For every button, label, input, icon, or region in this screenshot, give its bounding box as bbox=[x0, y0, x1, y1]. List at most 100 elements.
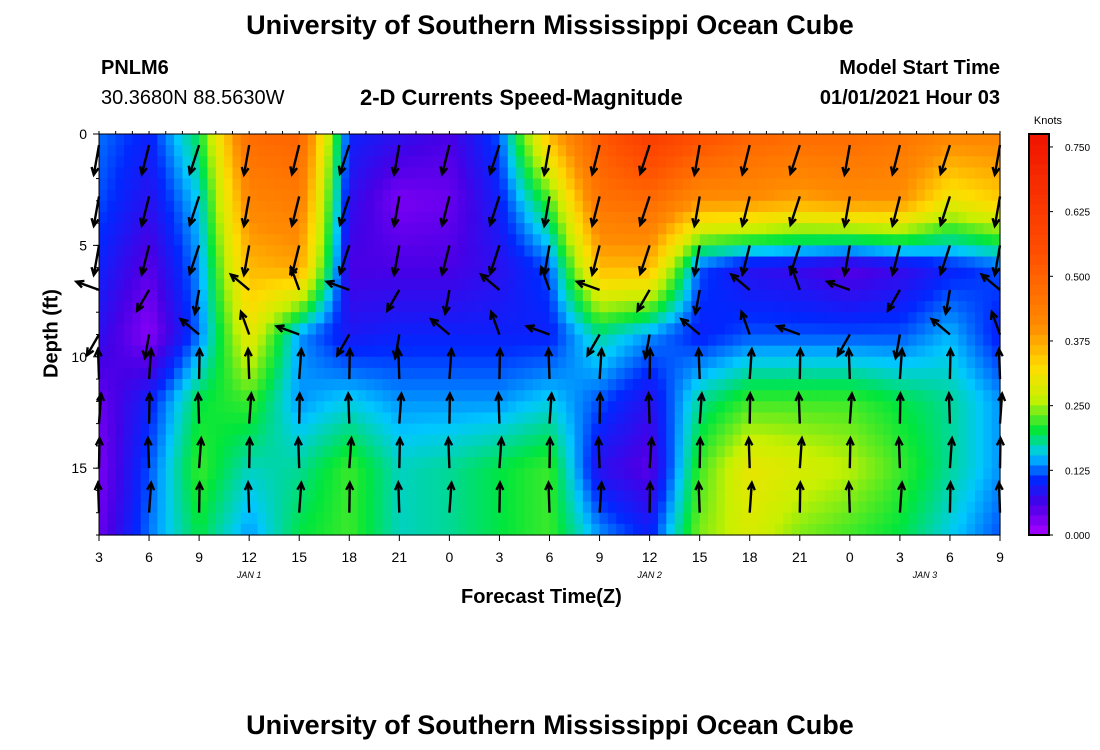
heatmap-cell bbox=[157, 479, 167, 492]
heatmap-cell bbox=[808, 345, 818, 358]
heatmap-cell bbox=[532, 200, 542, 213]
current-vector-arrowhead bbox=[324, 279, 335, 289]
heatmap-cell bbox=[766, 390, 776, 402]
heatmap-cell bbox=[783, 345, 793, 358]
heatmap-cell bbox=[599, 390, 609, 402]
heatmap-cell bbox=[741, 200, 751, 213]
heatmap-cell bbox=[858, 289, 868, 302]
current-vector-arrowhead bbox=[439, 266, 449, 278]
heatmap-cell bbox=[607, 390, 617, 402]
colorbar-swatch bbox=[1029, 314, 1049, 326]
heatmap-cell bbox=[691, 390, 701, 402]
heatmap-cell bbox=[624, 434, 634, 447]
heatmap-cell bbox=[557, 345, 567, 358]
heatmap-cell bbox=[849, 457, 859, 469]
current-vector-arrowhead bbox=[895, 390, 905, 402]
heatmap-cell bbox=[99, 312, 108, 324]
heatmap-cell bbox=[541, 178, 551, 191]
heatmap-cell bbox=[324, 501, 334, 514]
heatmap-cell bbox=[991, 134, 1001, 146]
heatmap-cell bbox=[207, 501, 217, 514]
heatmap-cell bbox=[315, 479, 325, 492]
heatmap-cell bbox=[883, 267, 893, 280]
heatmap-cell bbox=[274, 367, 284, 380]
heatmap-cell bbox=[182, 412, 192, 425]
heatmap-cell bbox=[449, 479, 459, 492]
current-vector bbox=[298, 393, 301, 424]
heatmap-cell bbox=[257, 189, 267, 202]
heatmap-cell bbox=[833, 445, 843, 458]
heatmap-cell bbox=[240, 401, 250, 414]
heatmap-cell bbox=[457, 245, 467, 258]
colorbar-swatch bbox=[1029, 334, 1049, 346]
heatmap-cell bbox=[532, 167, 542, 180]
heatmap-cell bbox=[315, 301, 325, 313]
heatmap-cell bbox=[182, 423, 192, 436]
heatmap-cell bbox=[290, 289, 300, 302]
heatmap-cell bbox=[899, 412, 909, 425]
heatmap-cell bbox=[599, 434, 609, 447]
heatmap-cell bbox=[799, 479, 809, 492]
heatmap-cell bbox=[140, 390, 150, 402]
heatmap-cell bbox=[365, 457, 375, 469]
heatmap-cell bbox=[407, 223, 417, 235]
heatmap-cell bbox=[349, 412, 359, 425]
current-vector bbox=[543, 196, 551, 227]
heatmap-cell bbox=[240, 479, 250, 492]
heatmap-cell bbox=[958, 145, 968, 157]
heatmap-cell bbox=[524, 412, 534, 425]
heatmap-cell bbox=[399, 434, 409, 447]
heatmap-cell bbox=[833, 512, 843, 525]
heatmap-cell bbox=[507, 156, 517, 169]
heatmap-cell bbox=[774, 379, 784, 391]
heatmap-cell bbox=[632, 501, 642, 514]
heatmap-cell bbox=[232, 468, 242, 480]
x-tick-label: 0 bbox=[445, 549, 453, 565]
heatmap-cell bbox=[616, 479, 626, 492]
heatmap-cell bbox=[165, 245, 175, 258]
heatmap-cell bbox=[733, 301, 742, 313]
heatmap-cell bbox=[399, 256, 409, 269]
heatmap-cell bbox=[274, 156, 284, 169]
heatmap-cell bbox=[299, 200, 309, 213]
heatmap-cell bbox=[949, 434, 959, 447]
heatmap-cell bbox=[232, 289, 242, 302]
heatmap-cell bbox=[124, 490, 133, 503]
heatmap-cell bbox=[349, 445, 359, 458]
heatmap-cell bbox=[958, 189, 968, 202]
heatmap-cell bbox=[991, 512, 1001, 525]
heatmap-cell bbox=[758, 457, 767, 469]
current-vector bbox=[697, 482, 701, 513]
heatmap-cell bbox=[724, 367, 734, 380]
heatmap-cell bbox=[749, 457, 759, 469]
x-tick-label: 3 bbox=[95, 549, 103, 565]
heatmap-cell bbox=[924, 245, 934, 258]
heatmap-cell bbox=[382, 289, 392, 302]
heatmap-cell bbox=[441, 178, 450, 191]
heatmap-cell bbox=[624, 245, 634, 258]
heatmap-cell bbox=[240, 323, 250, 336]
heatmap-cell bbox=[883, 278, 893, 291]
current-vector-arrowhead bbox=[739, 217, 749, 229]
heatmap-cell bbox=[632, 145, 642, 157]
current-vector-arrowhead bbox=[638, 165, 647, 177]
heatmap-cell bbox=[741, 178, 751, 191]
heatmap-cell bbox=[407, 490, 417, 503]
heatmap-cell bbox=[699, 234, 709, 246]
heatmap-cell bbox=[799, 468, 809, 480]
heatmap-cell bbox=[374, 434, 384, 447]
heatmap-cell bbox=[758, 223, 767, 235]
current-vector bbox=[826, 280, 851, 292]
heatmap-cell bbox=[749, 523, 759, 536]
heatmap-cell bbox=[766, 401, 776, 414]
heatmap-cell bbox=[783, 156, 793, 169]
heatmap-cell bbox=[983, 301, 993, 313]
heatmap-cell bbox=[799, 356, 809, 369]
heatmap-cell bbox=[140, 445, 150, 458]
heatmap-cell bbox=[140, 356, 150, 369]
heatmap-cell bbox=[774, 457, 784, 469]
station-coords: 30.3680N 88.5630W bbox=[101, 87, 285, 109]
heatmap-cell bbox=[874, 479, 884, 492]
heatmap-cell bbox=[607, 523, 617, 536]
heatmap-cell bbox=[966, 189, 976, 202]
